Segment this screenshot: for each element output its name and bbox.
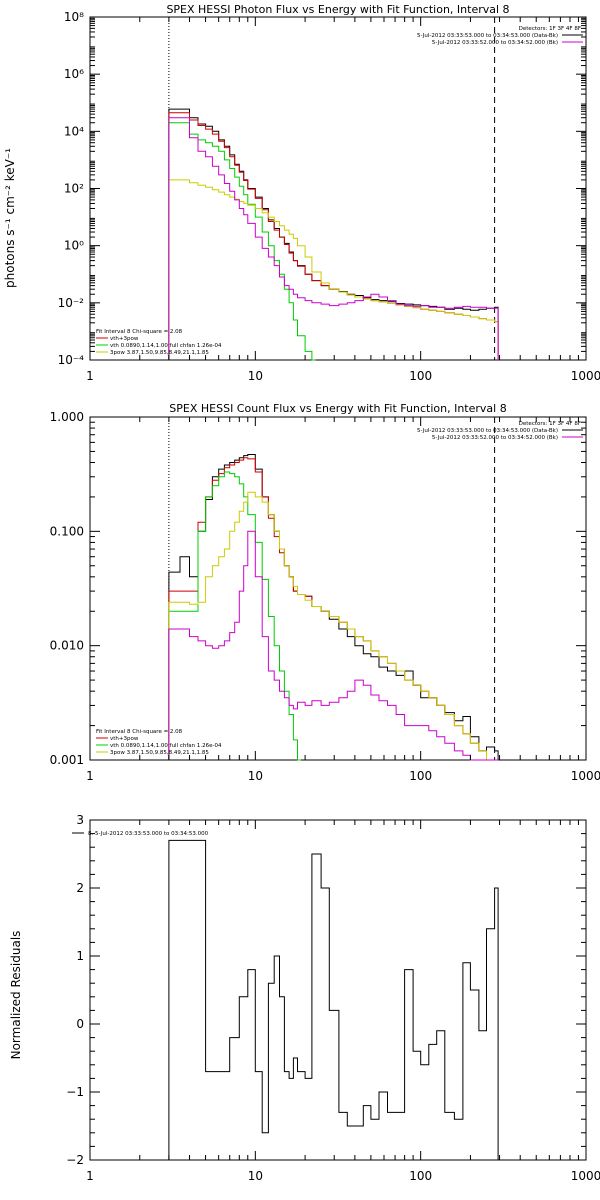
x-tick-label: 1000 xyxy=(571,369,600,383)
series-vth xyxy=(168,122,316,361)
legend-vth-3pow: vth+3pow xyxy=(110,736,139,742)
y-tick-label: −2 xyxy=(66,1153,84,1167)
y-tick-label: 10⁰ xyxy=(64,239,84,253)
series-vth xyxy=(168,471,301,761)
chart-title: SPEX HESSI Count Flux vs Energy with Fit… xyxy=(169,402,506,415)
x-tick-label: 1000 xyxy=(571,769,600,783)
y-tick-label: 10⁴ xyxy=(64,124,84,138)
residuals-panel: Normalized Residuals 1 10 100 1000 −2 −1 0 1 2 3… xyxy=(9,813,600,1183)
y-tick-label: 0.010 xyxy=(50,639,84,653)
legend-residuals: 8. 5-Jul-2012 03:33:53.000 to 03:34:53.0… xyxy=(88,831,209,837)
series-3pow xyxy=(168,179,499,360)
y-axis-label: Normalized Residuals xyxy=(9,931,23,1060)
x-tick-label: 100 xyxy=(409,1169,432,1183)
y-tick-label: 1.000 xyxy=(50,410,84,424)
y-tick-label: 0.001 xyxy=(50,753,84,767)
series-background xyxy=(168,117,499,360)
y-tick-label: 10⁸ xyxy=(64,10,84,24)
x-tick-label: 1 xyxy=(86,369,94,383)
legend-vth-3pow: vth+3pow xyxy=(110,336,139,342)
y-tick-label: 10⁻² xyxy=(58,296,85,310)
y-tick-label: −1 xyxy=(66,1085,84,1099)
chart-title: SPEX HESSI Photon Flux vs Energy with Fi… xyxy=(166,3,509,16)
y-tick-label: 3 xyxy=(76,813,84,827)
data-interval-label: 5-Jul-2012 03:33:53.000 to 03:34:53.000 … xyxy=(417,33,558,39)
y-tick-label: 0.100 xyxy=(50,524,84,538)
y-tick-label: 0 xyxy=(76,1017,84,1031)
legend-fit-interval: Fit Interval 8 Chi-square = 2.08 xyxy=(96,329,183,335)
x-tick-label: 10 xyxy=(248,1169,263,1183)
plot-frame xyxy=(89,416,587,761)
legend-vth: vth 0.0890,1.14,1.00 full chfan 1.26e-04 xyxy=(110,343,222,349)
x-tick-label: 100 xyxy=(409,769,432,783)
photon-flux-panel: SPEX HESSI Photon Flux vs Energy with Fi… xyxy=(3,3,600,383)
x-tick-label: 1000 xyxy=(571,1169,600,1183)
series-residuals xyxy=(168,839,499,1160)
x-tick-label: 10 xyxy=(248,769,263,783)
y-tick-label: 2 xyxy=(76,881,84,895)
y-tick-label: 10² xyxy=(64,182,84,196)
detectors-label: Detectors: 1F 3F 4F 8F xyxy=(519,421,581,427)
y-tick-label: 1 xyxy=(76,949,84,963)
series-3pow xyxy=(168,491,499,761)
y-tick-label: 10⁶ xyxy=(64,67,84,81)
legend-vth: vth 0.0890,1.14,1.00 full chfan 1.26e-04 xyxy=(110,743,222,749)
background-interval-label: 5-Jul-2012 03:33:52.000 to 03:34:52.000 … xyxy=(432,40,558,46)
legend-fit-interval: Fit Interval 8 Chi-square = 2.08 xyxy=(96,729,183,735)
series-background xyxy=(168,530,499,761)
x-tick-label: 10 xyxy=(248,369,263,383)
legend-3pow: 3pow 3.87,1.50,9.85,8.49,21.1,1.85 xyxy=(110,350,209,356)
x-tick-label: 100 xyxy=(409,369,432,383)
y-axis-label: photons s⁻¹ cm⁻² keV⁻¹ xyxy=(3,148,17,288)
legend-3pow: 3pow 3.87,1.50,9.85,8.49,21.1,1.85 xyxy=(110,750,209,756)
data-interval-label: 5-Jul-2012 03:33:53.000 to 03:34:53.000 … xyxy=(417,428,558,434)
count-flux-panel: SPEX HESSI Count Flux vs Energy with Fit… xyxy=(50,402,600,783)
detectors-label: Detectors: 1F 3F 4F 8F xyxy=(519,26,581,32)
y-tick-label: 10⁻⁴ xyxy=(58,353,85,367)
plot-frame xyxy=(89,16,587,361)
x-tick-label: 1 xyxy=(86,1169,94,1183)
x-tick-label: 1 xyxy=(86,769,94,783)
background-interval-label: 5-Jul-2012 03:33:52.000 to 03:34:52.000 … xyxy=(432,435,558,441)
plot-frame xyxy=(89,819,587,1161)
